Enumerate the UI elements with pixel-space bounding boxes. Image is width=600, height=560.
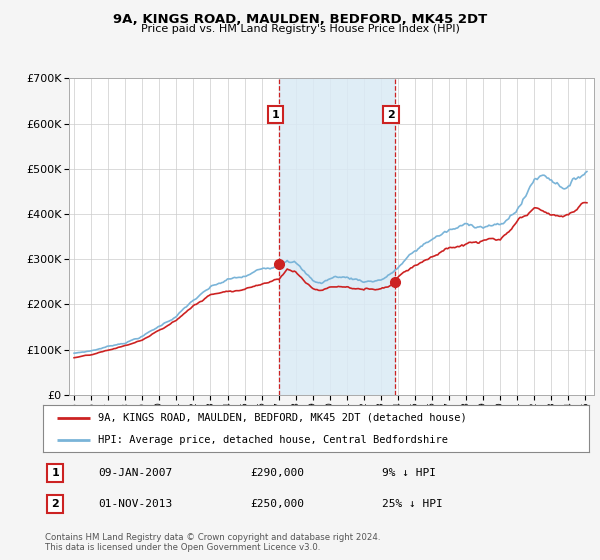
Text: Contains HM Land Registry data © Crown copyright and database right 2024.: Contains HM Land Registry data © Crown c…: [45, 533, 380, 542]
Text: 9A, KINGS ROAD, MAULDEN, BEDFORD, MK45 2DT: 9A, KINGS ROAD, MAULDEN, BEDFORD, MK45 2…: [113, 13, 487, 26]
Text: 25% ↓ HPI: 25% ↓ HPI: [382, 499, 442, 509]
Text: 9% ↓ HPI: 9% ↓ HPI: [382, 468, 436, 478]
Text: £250,000: £250,000: [251, 499, 305, 509]
Text: 9A, KINGS ROAD, MAULDEN, BEDFORD, MK45 2DT (detached house): 9A, KINGS ROAD, MAULDEN, BEDFORD, MK45 2…: [98, 413, 467, 423]
Text: HPI: Average price, detached house, Central Bedfordshire: HPI: Average price, detached house, Cent…: [98, 435, 448, 445]
Text: This data is licensed under the Open Government Licence v3.0.: This data is licensed under the Open Gov…: [45, 543, 320, 552]
Text: 01-NOV-2013: 01-NOV-2013: [98, 499, 172, 509]
Text: 1: 1: [52, 468, 59, 478]
Text: Price paid vs. HM Land Registry's House Price Index (HPI): Price paid vs. HM Land Registry's House …: [140, 24, 460, 34]
Bar: [279, 78, 395, 395]
Text: 1: 1: [271, 110, 279, 120]
Text: £290,000: £290,000: [251, 468, 305, 478]
Text: 2: 2: [388, 110, 395, 120]
Text: 09-JAN-2007: 09-JAN-2007: [98, 468, 172, 478]
Text: 2: 2: [52, 499, 59, 509]
